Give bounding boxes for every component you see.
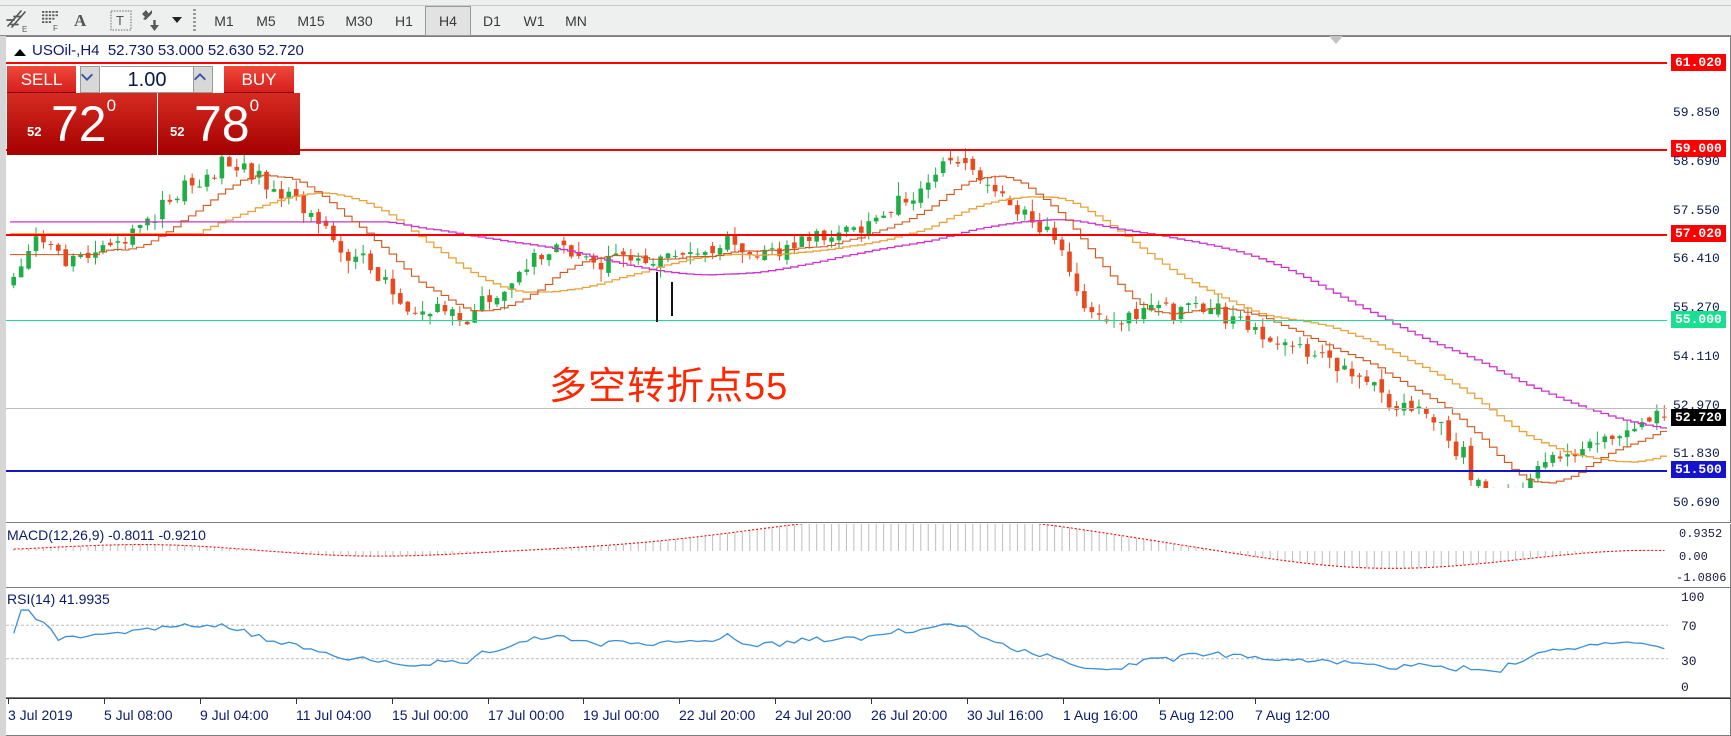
svg-text:T: T <box>116 13 124 28</box>
svg-text:F: F <box>53 24 58 33</box>
svg-text:E: E <box>22 25 27 34</box>
